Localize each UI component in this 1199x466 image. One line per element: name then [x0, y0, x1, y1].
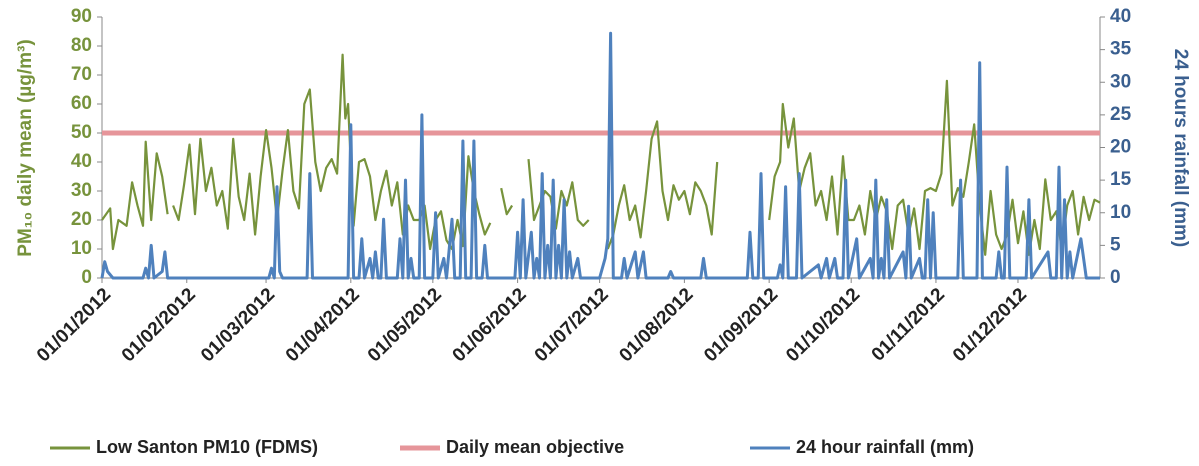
x-tick-label: 01/10/2012	[782, 284, 864, 366]
x-tick-label: 01/02/2012	[118, 284, 200, 366]
x-tick-label: 01/05/2012	[364, 284, 446, 366]
y-tick-label: 10	[71, 238, 92, 259]
y2-tick-label: 20	[1110, 137, 1131, 158]
y2-tick-label: 15	[1110, 169, 1132, 190]
legend-label: Low Santon PM10 (FDMS)	[96, 437, 318, 457]
legend-label: Daily mean objective	[446, 437, 624, 457]
y-tick-label: 20	[71, 209, 92, 230]
y-tick-label: 60	[71, 93, 92, 114]
y2-tick-label: 5	[1110, 234, 1121, 255]
y-tick-label: 90	[71, 6, 92, 27]
y-tick-label: 50	[71, 122, 92, 143]
x-tick-label: 01/06/2012	[449, 284, 531, 366]
x-tick-label: 01/11/2012	[868, 284, 949, 365]
x-tick-label: 01/12/2012	[949, 284, 1031, 366]
y2-tick-label: 0	[1110, 267, 1121, 288]
x-tick-label: 01/01/2012	[33, 284, 115, 366]
x-tick-label: 01/04/2012	[282, 284, 364, 366]
y-tick-label: 40	[71, 151, 92, 172]
y2-tick-label: 25	[1110, 104, 1132, 125]
series-line	[100, 31, 1100, 280]
y-tick-label: 30	[71, 180, 92, 201]
legend-label: 24 hour rainfall (mm)	[796, 437, 974, 457]
x-tick-label: 01/09/2012	[700, 284, 782, 366]
y2-tick-label: 40	[1110, 6, 1131, 27]
y2-tick-label: 30	[1110, 71, 1131, 92]
x-tick-label: 01/07/2012	[531, 284, 613, 366]
y-tick-label: 80	[71, 35, 92, 56]
y-tick-label: 0	[81, 267, 92, 288]
x-tick-label: 01/03/2012	[197, 284, 279, 366]
series-line	[101, 53, 1101, 256]
y2-axis-title: 24 hours rainfall (mm)	[1170, 49, 1191, 248]
y-axis-title: PM₁₀ daily mean (µg/m³)	[15, 39, 36, 256]
y-tick-label: 70	[71, 64, 92, 85]
y2-tick-label: 10	[1110, 202, 1131, 223]
y2-tick-label: 35	[1110, 39, 1132, 60]
x-tick-label: 01/08/2012	[615, 284, 697, 366]
